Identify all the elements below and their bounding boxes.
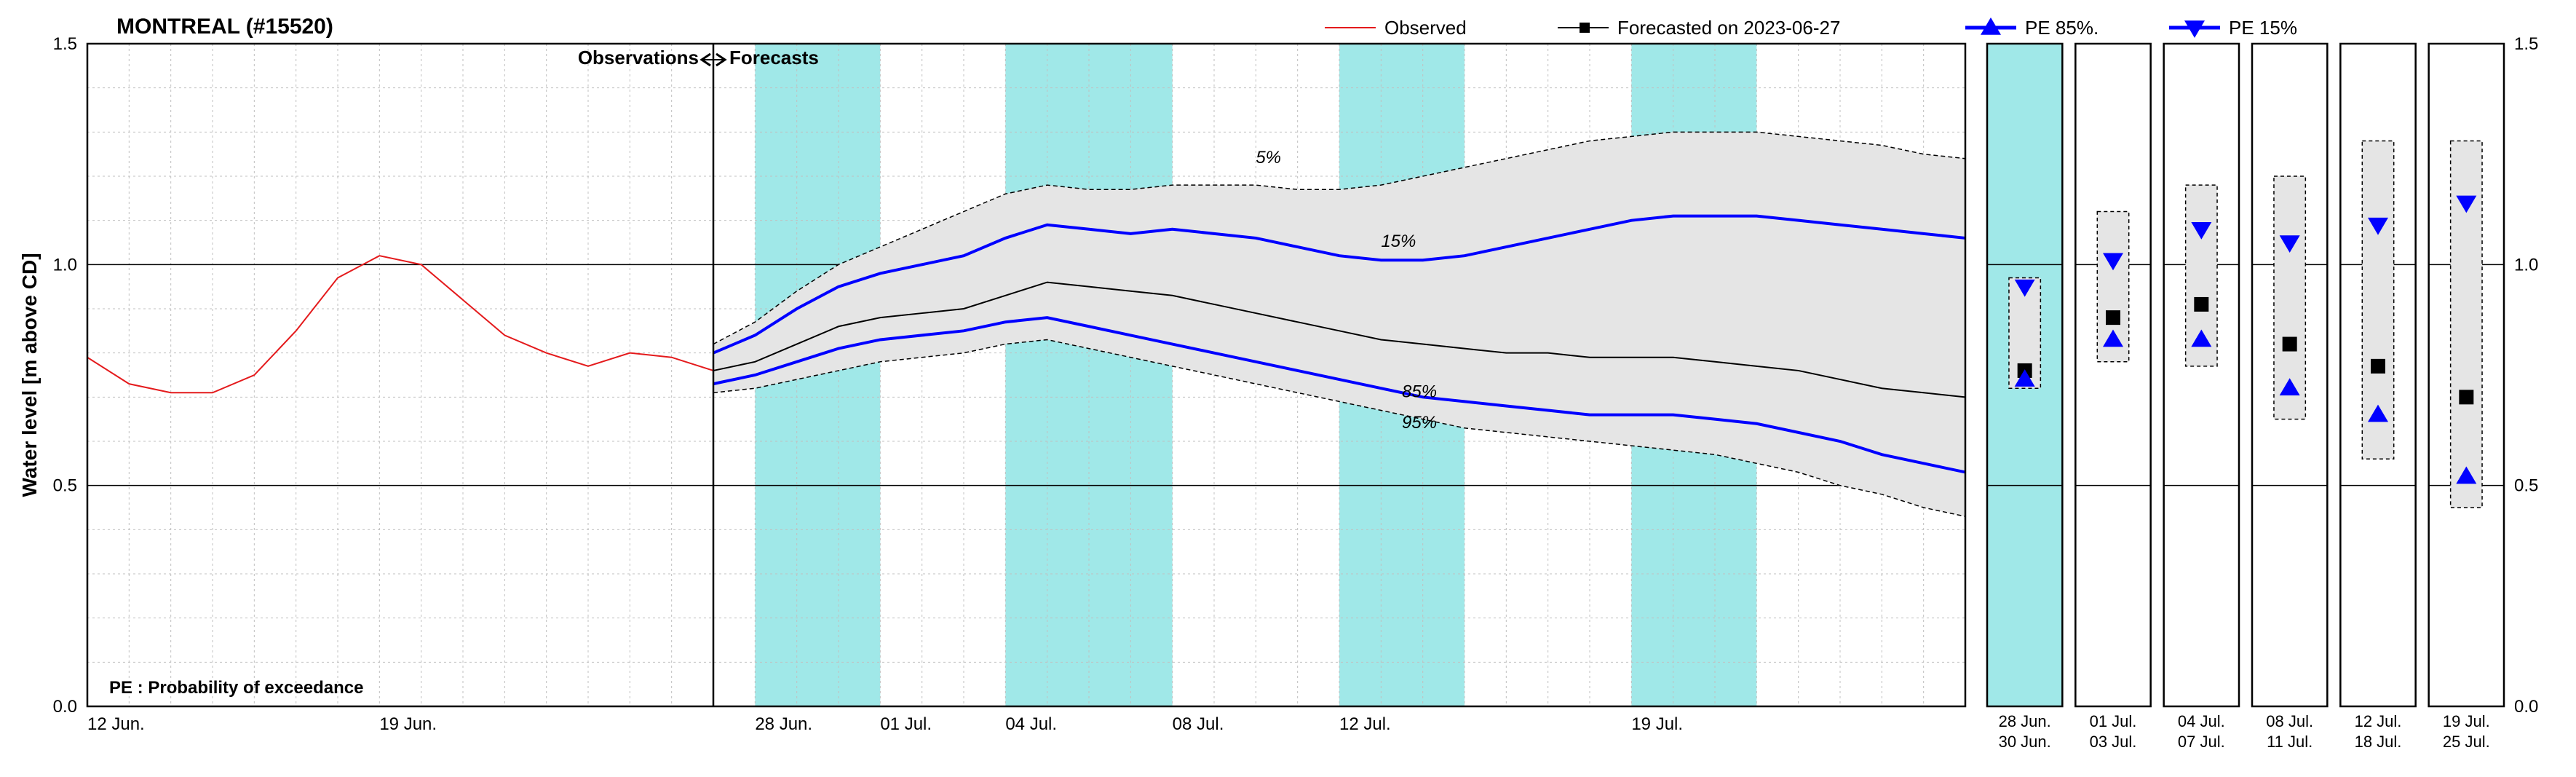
y-tick-label-right: 1.5 — [2514, 34, 2538, 54]
x-tick-label: 08 Jul. — [1173, 714, 1224, 734]
x-tick-label: 01 Jul. — [880, 714, 932, 734]
forecast-panel: 01 Jul. 03 Jul. — [2075, 44, 2150, 751]
x-tick-label: 19 Jul. — [1631, 714, 1683, 734]
panel-date-top: 19 Jul. — [2443, 712, 2490, 730]
separator-right-label: Forecasts — [729, 47, 819, 68]
panel-median-marker — [2106, 310, 2120, 325]
y-tick-label-left: 1.5 — [53, 34, 77, 54]
x-tick-label: 04 Jul. — [1005, 714, 1057, 734]
panel-border — [2075, 44, 2150, 706]
panel-median-marker — [2283, 337, 2297, 352]
legend-observed-label: Observed — [1384, 17, 1467, 39]
chart-svg: Observed Forecasted on 2023-06-27 PE 85%. P… — [0, 0, 2576, 777]
y-axis-label: Water level [m above CD] — [18, 253, 41, 497]
panel-median-marker — [2459, 390, 2473, 404]
panel-date-bottom: 18 Jul. — [2355, 733, 2402, 751]
legend-pe15-label: PE 15% — [2229, 17, 2297, 39]
x-tick-label: 19 Jun. — [379, 714, 437, 734]
pe-note: PE : Probability of exceedance — [109, 678, 363, 698]
forecast-panel: 19 Jul. 25 Jul. — [2429, 44, 2504, 751]
line-observed — [87, 256, 713, 393]
forecast-panel: 08 Jul. 11 Jul. — [2252, 44, 2327, 751]
panel-date-top: 28 Jun. — [1999, 712, 2051, 730]
pct-label: 15% — [1381, 232, 1416, 251]
x-tick-label: 28 Jun. — [755, 714, 812, 734]
panel-date-top: 08 Jul. — [2266, 712, 2313, 730]
panel-date-bottom: 03 Jul. — [2090, 733, 2137, 751]
x-tick-label: 12 Jul. — [1339, 714, 1391, 734]
panel-date-bottom: 07 Jul. — [2178, 733, 2225, 751]
panel-date-top: 01 Jul. — [2090, 712, 2137, 730]
panel-median-marker — [2371, 359, 2385, 374]
separator-left-label: Observations — [578, 47, 699, 68]
chart-title: MONTREAL (#15520) — [116, 15, 333, 39]
panel-date-top: 12 Jul. — [2355, 712, 2402, 730]
legend-pe85-label: PE 85%. — [2025, 17, 2099, 39]
pct-label: 5% — [1256, 148, 1281, 167]
legend-forecast-marker — [1580, 23, 1590, 33]
y-tick-label-right: 0.0 — [2514, 697, 2538, 717]
forecast-panel: 28 Jun. 30 Jun. — [1987, 44, 2062, 751]
chart-container: Observed Forecasted on 2023-06-27 PE 85%. P… — [0, 0, 2576, 777]
forecast-panel: 12 Jul. 18 Jul. — [2340, 44, 2415, 751]
panel-date-bottom: 11 Jul. — [2267, 733, 2313, 751]
panel-date-bottom: 25 Jul. — [2443, 733, 2490, 751]
y-tick-label-right: 1.0 — [2514, 255, 2538, 275]
pct-label: 95% — [1402, 413, 1437, 433]
main-chart: 5% 15% 85% 95% Observations Forecasts PE : Pro… — [53, 34, 1965, 734]
y-tick-label-right: 0.5 — [2514, 476, 2538, 496]
panel-date-bottom: 30 Jun. — [1999, 733, 2051, 751]
pct-label: 85% — [1402, 382, 1437, 401]
y-tick-label-left: 0.0 — [53, 697, 77, 717]
y-tick-label-left: 1.0 — [53, 255, 77, 275]
x-tick-label: 12 Jun. — [87, 714, 145, 734]
legend-forecast-label: Forecasted on 2023-06-27 — [1617, 17, 1840, 39]
panel-median-marker — [2194, 297, 2208, 312]
forecast-panel: 04 Jul. 07 Jul. — [2164, 44, 2239, 751]
panel-border — [2164, 44, 2239, 706]
y-tick-label-left: 0.5 — [53, 476, 77, 496]
panel-date-top: 04 Jul. — [2178, 712, 2225, 730]
legend: Observed Forecasted on 2023-06-27 PE 85%. P… — [1325, 17, 2297, 39]
